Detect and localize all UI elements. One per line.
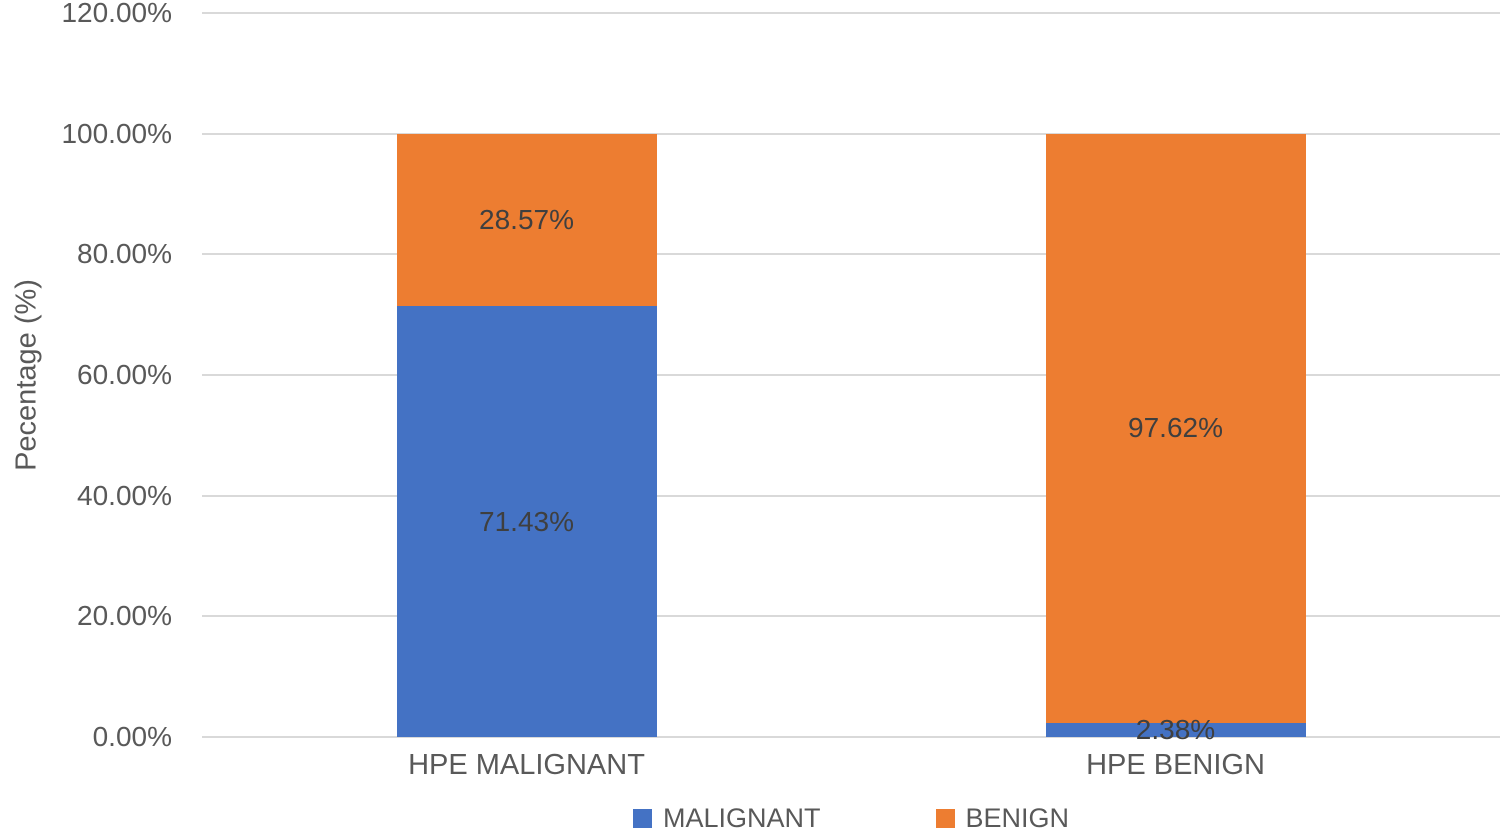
bar-segment-malignant: [396, 306, 657, 737]
gridline: [202, 253, 1500, 256]
bar-segment-benign: [1045, 133, 1306, 723]
legend-label: BENIGN: [965, 803, 1070, 833]
data-label: 71.43%: [479, 505, 574, 537]
data-label: 28.57%: [479, 203, 574, 235]
x-category-label: HPE MALIGNANT: [408, 749, 645, 781]
legend-label: MALIGNANT: [662, 803, 821, 833]
data-label: 2.38%: [1135, 713, 1216, 745]
legend-item-malignant: MALIGNANT: [632, 803, 821, 834]
gridline: [202, 494, 1500, 497]
bar-segment-malignant: [1045, 722, 1306, 737]
gridline: [202, 736, 1500, 738]
legend-swatch-benign: [935, 809, 955, 828]
y-tick-label: 60.00%: [77, 359, 172, 390]
y-tick-label: 0.00%: [92, 721, 172, 752]
gridline: [202, 615, 1500, 618]
data-label: 97.62%: [1128, 412, 1223, 444]
bar-segment-benign: [396, 133, 657, 307]
x-category-label: HPE BENIGN: [1086, 749, 1265, 781]
y-tick-label: 80.00%: [77, 238, 172, 270]
y-tick-label: 100.00%: [61, 117, 172, 149]
y-tick-label: 20.00%: [77, 600, 172, 632]
gridline: [202, 374, 1500, 376]
legend: MALIGNANT BENIGN: [202, 803, 1500, 834]
legend-item-benign: BENIGN: [935, 803, 1070, 834]
gridline: [202, 12, 1500, 14]
y-tick-label: 120.00%: [61, 0, 172, 28]
y-tick-label: 40.00%: [77, 479, 172, 511]
legend-swatch-malignant: [632, 809, 652, 828]
gridline: [202, 132, 1500, 135]
